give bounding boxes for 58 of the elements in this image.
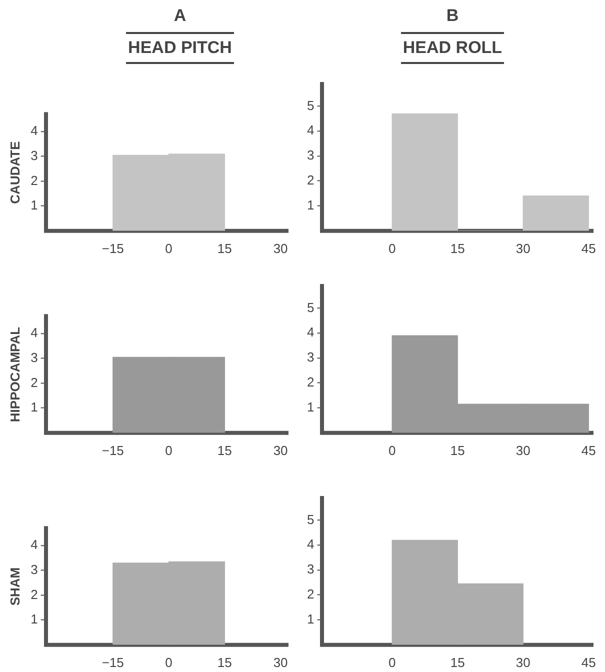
x-tick-label: 15	[450, 443, 465, 458]
x-tick-label: 30	[516, 655, 530, 670]
y-axis-title: CAUDATE	[7, 140, 22, 204]
y-tick-label: 4	[307, 122, 314, 138]
y-tick-label: 1	[307, 611, 314, 626]
y-tick-label: 1	[30, 198, 38, 213]
x-tick-label: 0	[388, 241, 396, 256]
y-tick-label: 4	[307, 324, 314, 340]
x-tick-label: 30	[273, 655, 288, 670]
y-tick-label: 3	[30, 562, 38, 577]
y-tick-label: 3	[307, 148, 314, 163]
chart-subtitle: HEAD PITCH	[126, 32, 234, 64]
y-tick-label: 1	[30, 400, 38, 415]
y-tick-label: 2	[30, 172, 38, 188]
y-tick-label: 3	[307, 350, 314, 365]
y-axis-title: HIPPOCAMPAL	[7, 326, 22, 422]
x-tick-label: 30	[273, 241, 288, 256]
x-tick-label: 30	[516, 443, 530, 458]
y-tick-label: 2	[307, 374, 314, 390]
y-tick-label: 5	[307, 98, 314, 113]
x-tick-label: 15	[450, 241, 465, 256]
x-tick-label: 15	[217, 655, 232, 670]
x-tick-label: 0	[388, 443, 396, 458]
chart-title: B	[445, 6, 460, 27]
y-tick-label: 3	[30, 350, 38, 365]
x-tick-label: −15	[102, 241, 124, 256]
y-tick-label: 2	[307, 586, 314, 602]
y-tick-label: 4	[307, 536, 314, 552]
x-tick-label: 15	[217, 443, 232, 458]
x-tick-label: −15	[102, 655, 124, 670]
x-tick-label: 30	[516, 241, 530, 256]
y-tick-label: 5	[307, 512, 314, 527]
y-tick-label: 2	[30, 586, 38, 602]
x-tick-label: 0	[165, 443, 172, 458]
y-axis-title: SHAM	[7, 567, 22, 606]
x-tick-label: 45	[581, 443, 596, 458]
x-tick-label: 15	[217, 241, 232, 256]
x-tick-label: 0	[165, 655, 172, 670]
x-tick-label: 0	[388, 655, 396, 670]
y-tick-label: 2	[30, 374, 38, 390]
y-tick-label: 1	[307, 399, 314, 414]
chart-title: A	[172, 6, 188, 27]
y-tick-label: 2	[307, 172, 314, 188]
chart-subtitle: HEAD ROLL	[400, 32, 504, 64]
x-tick-label: 15	[450, 655, 465, 670]
y-tick-label: 1	[30, 612, 38, 627]
y-tick-label: 4	[30, 123, 38, 138]
y-tick-label: 5	[307, 300, 314, 315]
x-tick-label: 45	[581, 655, 596, 670]
y-tick-label: 4	[30, 537, 38, 552]
x-tick-label: 30	[273, 443, 288, 458]
y-tick-label: 4	[30, 325, 38, 340]
y-tick-label: 3	[307, 562, 314, 577]
y-tick-label: 1	[307, 197, 314, 212]
x-tick-label: 45	[581, 241, 596, 256]
x-tick-label: 0	[165, 241, 172, 256]
x-tick-label: −15	[102, 443, 124, 458]
y-tick-label: 3	[30, 148, 38, 163]
